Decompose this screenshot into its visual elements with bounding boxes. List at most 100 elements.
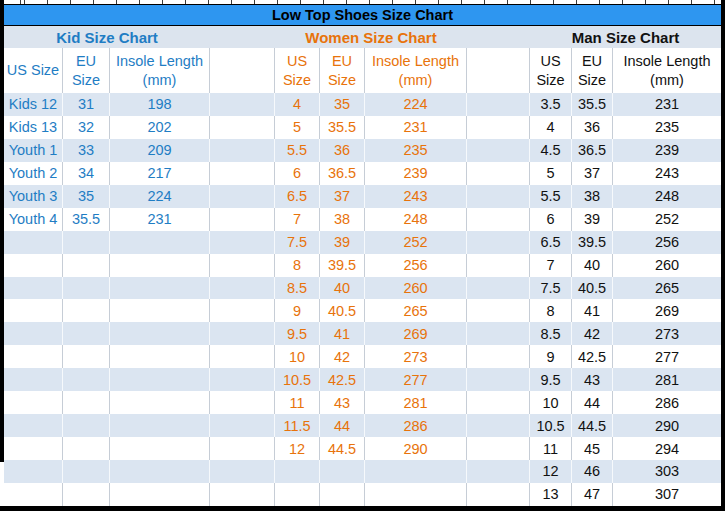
separator-cell <box>467 254 530 277</box>
section-title-row: Kid Size Chart Women Size Chart Man Size… <box>4 26 721 48</box>
table-cell: 42 <box>572 322 613 345</box>
table-cell: 239 <box>365 162 467 185</box>
table-cell <box>110 460 210 483</box>
section-title-kid: Kid Size Chart <box>4 26 210 48</box>
table-cell <box>110 345 210 368</box>
table-cell: 40 <box>572 254 613 277</box>
table-cell: 281 <box>613 368 721 391</box>
table-cell: 209 <box>110 139 210 162</box>
separator-cell <box>210 162 275 185</box>
table-cell: Kids 12 <box>4 93 63 116</box>
table-cell: Youth 2 <box>4 162 63 185</box>
table-cell <box>63 299 110 322</box>
table-cell: 6.5 <box>530 231 572 254</box>
table-cell: 265 <box>365 299 467 322</box>
separator-cell <box>210 254 275 277</box>
table-cell: 239 <box>613 139 721 162</box>
chart-title: Low Top Shoes Size Chart <box>272 7 453 23</box>
column-header: EU Size <box>320 48 365 93</box>
table-cell <box>4 299 63 322</box>
table-cell <box>4 345 63 368</box>
table-row: 8.5402607.540.5265 <box>4 277 721 300</box>
column-header: Insole Length (mm) <box>110 48 210 93</box>
table-cell <box>4 277 63 300</box>
separator-cell <box>467 93 530 116</box>
table-cell: 44.5 <box>320 437 365 460</box>
table-cell: 294 <box>613 437 721 460</box>
table-cell: 39.5 <box>320 254 365 277</box>
table-cell: 9.5 <box>275 322 320 345</box>
table-cell: 231 <box>613 93 721 116</box>
table-cell: 43 <box>572 368 613 391</box>
outer-border-left <box>0 0 4 462</box>
table-cell: 31 <box>63 93 110 116</box>
section-title-women: Women Size Chart <box>275 26 467 48</box>
table-cell: 11.5 <box>275 414 320 437</box>
table-cell: 281 <box>365 391 467 414</box>
table-row: Youth 435.5231738248639252 <box>4 208 721 231</box>
table-cell: 224 <box>365 93 467 116</box>
table-cell: 35.5 <box>572 93 613 116</box>
separator-cell <box>210 391 275 414</box>
table-cell: 7.5 <box>530 277 572 300</box>
table-cell <box>110 437 210 460</box>
separator-cell <box>467 322 530 345</box>
table-cell: 243 <box>613 162 721 185</box>
separator-cell <box>210 93 275 116</box>
table-cell <box>63 414 110 437</box>
table-cell: 43 <box>320 391 365 414</box>
table-cell <box>4 322 63 345</box>
outer-border-bottom <box>0 506 725 511</box>
table-cell: 42.5 <box>320 368 365 391</box>
column-header: US Size <box>4 48 63 93</box>
table-cell <box>63 277 110 300</box>
column-header: EU Size <box>572 48 613 93</box>
table-cell: 37 <box>572 162 613 185</box>
table-cell <box>4 437 63 460</box>
table-cell: 8.5 <box>530 322 572 345</box>
table-row: Kids 12311984352243.535.5231 <box>4 93 721 116</box>
table-cell: 42 <box>320 345 365 368</box>
table-cell: 35.5 <box>320 116 365 139</box>
table-cell <box>4 391 63 414</box>
table-cell: 10 <box>275 345 320 368</box>
separator-cell <box>210 345 275 368</box>
table-cell: 4.5 <box>530 139 572 162</box>
table-cell: 40.5 <box>572 277 613 300</box>
separator-cell <box>210 322 275 345</box>
column-header: US Size <box>530 48 572 93</box>
table-row: 11432811044286 <box>4 391 721 414</box>
table-cell: 6 <box>530 208 572 231</box>
table-row: Youth 234217636.5239537243 <box>4 162 721 185</box>
table-cell: 5.5 <box>275 139 320 162</box>
table-cell: 42.5 <box>572 345 613 368</box>
table-cell: 7.5 <box>275 231 320 254</box>
table-cell <box>63 437 110 460</box>
separator-cell <box>210 139 275 162</box>
table-row: 10.542.52779.543281 <box>4 368 721 391</box>
separator-cell <box>467 460 530 483</box>
table-cell: 8.5 <box>275 277 320 300</box>
table-body: Kids 12311984352243.535.5231Kids 1332202… <box>4 93 721 506</box>
table-cell: 243 <box>365 185 467 208</box>
table-cell: 36 <box>572 116 613 139</box>
table-cell: 39 <box>572 208 613 231</box>
table-row: 1042273942.5277 <box>4 345 721 368</box>
table-cell: 45 <box>572 437 613 460</box>
table-cell <box>4 231 63 254</box>
table-cell: 10.5 <box>275 368 320 391</box>
table-cell <box>110 254 210 277</box>
table-cell <box>320 483 365 506</box>
separator-cell <box>210 414 275 437</box>
table-content: Low Top Shoes Size Chart Kid Size Chart … <box>4 0 721 506</box>
separator-cell <box>467 231 530 254</box>
separator-cell <box>467 48 530 93</box>
chart-title-bar: Low Top Shoes Size Chart <box>4 4 721 26</box>
table-cell: 290 <box>365 437 467 460</box>
table-cell <box>63 368 110 391</box>
table-cell: 37 <box>320 185 365 208</box>
table-cell: 9 <box>275 299 320 322</box>
table-cell: 290 <box>613 414 721 437</box>
separator-cell <box>467 368 530 391</box>
table-cell: 40 <box>320 277 365 300</box>
